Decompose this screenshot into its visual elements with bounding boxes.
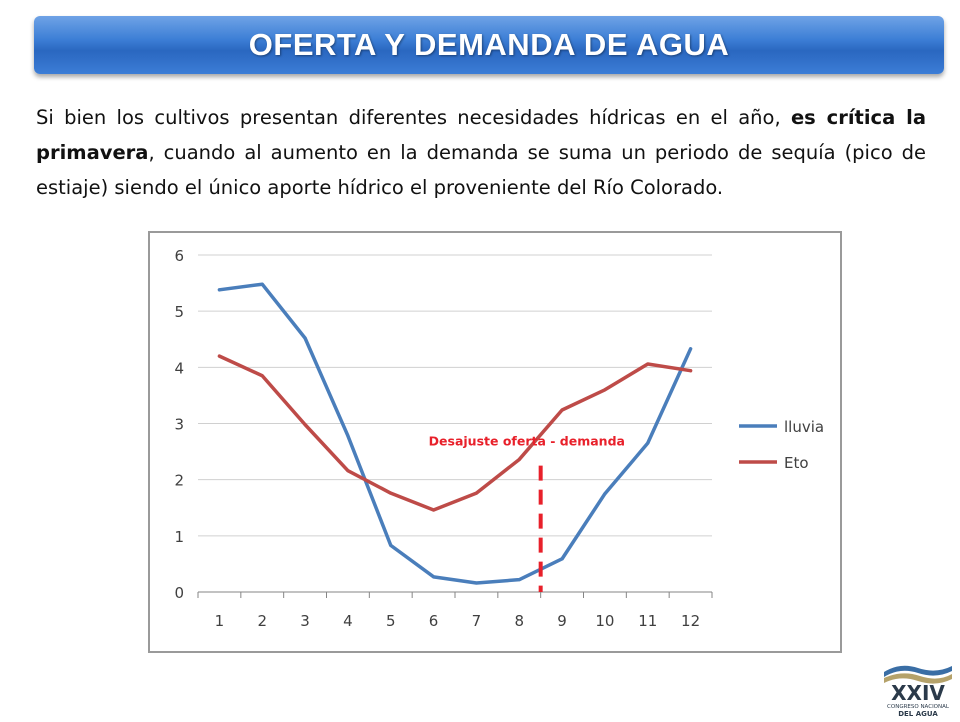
data-point — [646, 441, 650, 445]
x-tick-label: 7 — [472, 612, 482, 630]
data-point — [217, 288, 221, 292]
series-line-lluvia — [217, 282, 693, 585]
data-point — [303, 336, 307, 340]
data-point — [646, 362, 650, 366]
data-point — [432, 575, 436, 579]
slide-title: OFERTA Y DEMANDA DE AGUA — [248, 27, 730, 62]
x-tick-label: 5 — [386, 612, 396, 630]
y-tick-label: 4 — [174, 359, 184, 377]
chart-frame: 0 1 2 3 4 5 6 1 2 3 4 5 6 7 8 9 10 11 12 lluvia Eto Desajuste… — [148, 231, 842, 653]
y-tick-label: 3 — [174, 416, 184, 434]
data-point — [217, 354, 221, 358]
data-point — [689, 347, 693, 351]
paragraph-text-2: , cuando al aumento en la demanda se sum… — [36, 141, 926, 199]
logo-line-2: DEL AGUA — [898, 710, 938, 718]
x-tick-label: 12 — [681, 612, 700, 630]
data-point — [560, 557, 564, 561]
legend-label: Eto — [784, 454, 809, 472]
data-point — [389, 543, 393, 547]
y-tick-label: 1 — [174, 528, 184, 546]
data-point — [689, 369, 693, 373]
y-tick-label: 5 — [174, 303, 184, 321]
x-tick-label: 8 — [514, 612, 524, 630]
legend-label: lluvia — [784, 418, 824, 436]
logo-line-1: CONGRESO NACIONAL — [887, 704, 950, 710]
logo-wave-tan — [884, 673, 952, 684]
y-tick-label: 2 — [174, 472, 184, 490]
data-point — [474, 581, 478, 585]
data-point — [517, 578, 521, 582]
x-tick-label: 6 — [429, 612, 439, 630]
data-point — [346, 434, 350, 438]
paragraph-bold-text: es crítica la primavera — [36, 106, 926, 164]
title-banner: OFERTA Y DEMANDA DE AGUA — [34, 16, 944, 74]
logo-numeral: XXIV — [891, 681, 945, 705]
paragraph-text-1: Si bien los cultivos presentan diferente… — [36, 106, 791, 129]
data-point — [260, 282, 264, 286]
x-tick-label: 4 — [343, 612, 353, 630]
x-tick-label: 9 — [557, 612, 567, 630]
annotation-label: Desajuste oferta - demanda — [429, 434, 625, 449]
data-point — [474, 491, 478, 495]
series-line-eto — [217, 354, 693, 512]
data-point — [260, 374, 264, 378]
data-point — [346, 469, 350, 473]
data-point — [560, 408, 564, 412]
data-point — [603, 492, 607, 496]
data-point — [432, 508, 436, 512]
y-tick-label: 0 — [174, 584, 184, 602]
y-tick-label: 6 — [174, 247, 184, 265]
x-tick-label: 10 — [595, 612, 614, 630]
data-point — [603, 388, 607, 392]
data-point — [389, 491, 393, 495]
data-point — [517, 457, 521, 461]
x-tick-label: 1 — [215, 612, 225, 630]
x-tick-label: 3 — [300, 612, 310, 630]
data-point — [303, 423, 307, 427]
congress-logo: XXIV CONGRESO NACIONAL DEL AGUA — [880, 662, 956, 718]
logo-graphic: XXIV CONGRESO NACIONAL DEL AGUA — [884, 665, 952, 718]
logo-wave-blue — [884, 665, 952, 677]
intro-paragraph: Si bien los cultivos presentan diferente… — [36, 100, 926, 205]
x-tick-label: 11 — [638, 612, 657, 630]
x-tick-label: 2 — [257, 612, 267, 630]
